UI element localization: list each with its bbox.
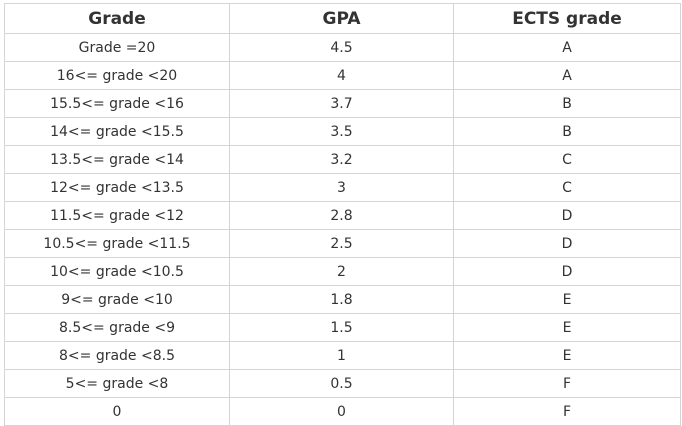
cell-ects: A xyxy=(453,33,681,62)
cell-gpa: 2.8 xyxy=(229,201,454,230)
table-row: 15.5<= grade <16 3.7 B xyxy=(4,89,681,118)
cell-ects: B xyxy=(453,89,681,118)
cell-grade: Grade =20 xyxy=(4,33,230,62)
cell-grade: 12<= grade <13.5 xyxy=(4,173,230,202)
cell-grade: 15.5<= grade <16 xyxy=(4,89,230,118)
cell-gpa: 2 xyxy=(229,257,454,286)
cell-gpa: 0 xyxy=(229,397,454,426)
cell-grade: 11.5<= grade <12 xyxy=(4,201,230,230)
cell-grade: 16<= grade <20 xyxy=(4,61,230,90)
grade-conversion-table: Grade GPA ECTS grade Grade =20 4.5 A 16<… xyxy=(4,3,681,426)
cell-ects: D xyxy=(453,257,681,286)
cell-ects: C xyxy=(453,173,681,202)
cell-grade: 10.5<= grade <11.5 xyxy=(4,229,230,258)
cell-gpa: 2.5 xyxy=(229,229,454,258)
table-row: 0 0 F xyxy=(4,397,681,426)
cell-ects: D xyxy=(453,201,681,230)
table-row: 10<= grade <10.5 2 D xyxy=(4,257,681,286)
cell-ects: B xyxy=(453,117,681,146)
cell-gpa: 3.7 xyxy=(229,89,454,118)
cell-grade: 0 xyxy=(4,397,230,426)
table-header-row: Grade GPA ECTS grade xyxy=(4,3,681,34)
cell-grade: 8.5<= grade <9 xyxy=(4,313,230,342)
table-row: Grade =20 4.5 A xyxy=(4,33,681,62)
cell-grade: 10<= grade <10.5 xyxy=(4,257,230,286)
cell-grade: 13.5<= grade <14 xyxy=(4,145,230,174)
cell-ects: F xyxy=(453,369,681,398)
cell-ects: F xyxy=(453,397,681,426)
table-row: 5<= grade <8 0.5 F xyxy=(4,369,681,398)
cell-gpa: 1.8 xyxy=(229,285,454,314)
cell-grade: 5<= grade <8 xyxy=(4,369,230,398)
cell-grade: 14<= grade <15.5 xyxy=(4,117,230,146)
table-row: 9<= grade <10 1.8 E xyxy=(4,285,681,314)
cell-ects: E xyxy=(453,285,681,314)
cell-grade: 8<= grade <8.5 xyxy=(4,341,230,370)
cell-gpa: 1 xyxy=(229,341,454,370)
table-row: 14<= grade <15.5 3.5 B xyxy=(4,117,681,146)
table-row: 8<= grade <8.5 1 E xyxy=(4,341,681,370)
cell-grade: 9<= grade <10 xyxy=(4,285,230,314)
cell-ects: E xyxy=(453,341,681,370)
header-ects-grade: ECTS grade xyxy=(453,3,681,34)
table-row: 12<= grade <13.5 3 C xyxy=(4,173,681,202)
table-row: 8.5<= grade <9 1.5 E xyxy=(4,313,681,342)
cell-gpa: 1.5 xyxy=(229,313,454,342)
table-row: 11.5<= grade <12 2.8 D xyxy=(4,201,681,230)
cell-ects: C xyxy=(453,145,681,174)
header-gpa: GPA xyxy=(229,3,454,34)
cell-gpa: 4.5 xyxy=(229,33,454,62)
table-row: 13.5<= grade <14 3.2 C xyxy=(4,145,681,174)
header-grade: Grade xyxy=(4,3,230,34)
cell-gpa: 3.5 xyxy=(229,117,454,146)
table-row: 16<= grade <20 4 A xyxy=(4,61,681,90)
cell-ects: E xyxy=(453,313,681,342)
cell-gpa: 3 xyxy=(229,173,454,202)
cell-gpa: 0.5 xyxy=(229,369,454,398)
cell-gpa: 3.2 xyxy=(229,145,454,174)
cell-ects: D xyxy=(453,229,681,258)
cell-ects: A xyxy=(453,61,681,90)
table-row: 10.5<= grade <11.5 2.5 D xyxy=(4,229,681,258)
cell-gpa: 4 xyxy=(229,61,454,90)
